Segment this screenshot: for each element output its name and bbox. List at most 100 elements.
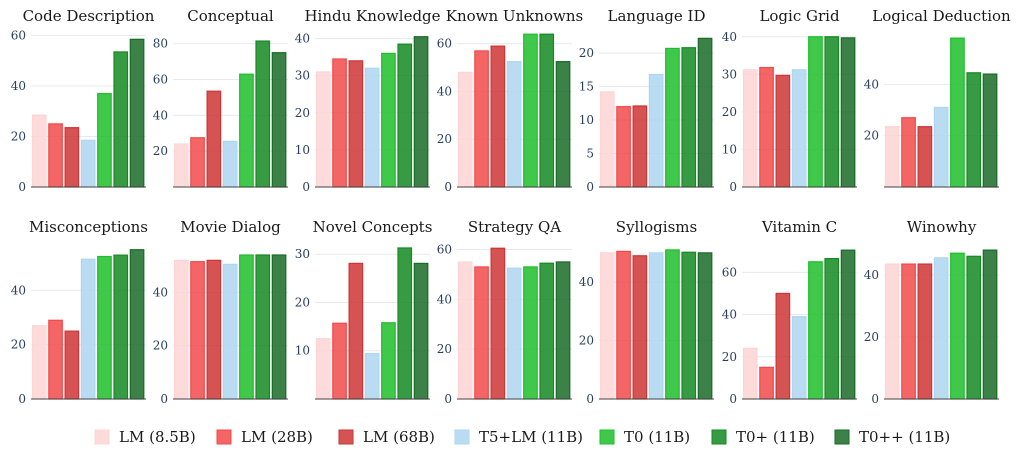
bar-lm-8-5b [31,114,47,188]
y-tick-label: 80 [153,37,168,51]
legend-swatch [599,429,615,445]
y-tick-label: 60 [153,73,168,87]
bar-t0-11b [113,254,129,400]
y-tick-label: 20 [864,330,879,344]
bar-lm-68b [206,90,222,188]
bar-lm-8-5b [31,325,47,400]
legend-swatch [216,429,232,445]
bar-lm-28b [616,106,631,188]
bar-lm-28b [190,137,205,188]
y-tick-label: 60 [722,265,737,279]
bar-t0-11b [381,322,396,400]
y-tick-label: 20 [579,46,594,60]
panel-novel-concepts: Novel Concepts 10 20 30 [295,218,432,400]
bar-t0-11b [397,43,413,188]
y-tick-label: 20 [864,129,879,143]
bar-t0-11b [840,249,856,400]
bar-t5-lm-11b [791,316,807,400]
panel-title: Winowhy [907,218,977,236]
bar-t5-lm-11b [933,106,949,188]
bar-lm-8-5b [884,263,900,400]
panel-movie-dialog: Movie Dialog 0 20 40 [153,218,288,406]
bar-t0-11b [966,255,982,400]
legend-label: LM (8.5B) [119,428,196,446]
bar-lm-8-5b [599,252,615,400]
y-tick-label: 20 [295,295,310,309]
legend-item-t0-11b: T0+ (11B) [711,428,815,446]
bar-lm-28b [48,123,63,188]
bar-t0-11b [113,51,129,188]
bar-t0-11b [665,47,680,188]
bar-lm-28b [474,266,489,400]
bar-t0-11b [840,37,856,188]
y-tick-label: 20 [722,350,737,364]
bar-lm-28b [48,319,63,400]
bar-lm-8-5b [884,126,900,188]
legend-swatch [94,429,110,445]
legend-item-t0-11b: T0 (11B) [599,428,690,446]
panel-conceptual: Conceptual 20 40 60 80 [153,7,288,188]
bar-lm-8-5b [742,347,758,400]
panel-logic-grid: Logic Grid 0 10 20 30 40 [722,7,857,194]
bar-lm-28b [332,58,347,188]
panel-winowhy: Winowhy 0 20 40 [864,218,999,406]
bar-lm-8-5b [173,143,189,188]
bar-lm-8-5b [315,338,331,400]
panel-title: Movie Dialog [180,218,281,236]
bar-lm-68b [348,60,364,188]
legend-label: T0 (11B) [624,428,690,446]
bar-lm-68b [348,262,364,400]
bar-lm-68b [632,255,648,400]
bar-t0-11b [523,33,538,188]
bar-t0-11b [255,254,271,400]
bar-lm-68b [775,292,791,400]
y-tick-label: 0 [18,392,26,406]
panel-code-description: Code Description 0 20 40 60 [11,7,155,194]
y-tick-label: 20 [153,144,168,158]
panel-title: Logic Grid [759,7,840,25]
y-tick-label: 40 [722,30,737,44]
y-tick-label: 60 [11,29,26,43]
y-tick-label: 10 [295,143,310,157]
y-tick-label: 15 [579,80,594,94]
y-tick-label: 20 [437,342,452,356]
panel-vitamin-c: Vitamin C 0 20 40 60 [722,218,857,406]
bar-lm-68b [632,105,648,188]
y-tick-label: 0 [586,392,594,406]
y-tick-label: 0 [729,392,737,406]
y-tick-label: 0 [302,180,310,194]
panel-title: Language ID [608,7,706,25]
bar-t0-11b [239,73,254,188]
y-tick-label: 40 [295,32,310,46]
y-tick-label: 40 [153,108,168,122]
bar-lm-68b [917,126,933,188]
bar-t0-11b [697,37,713,188]
y-tick-label: 40 [579,275,594,289]
legend-swatch [338,429,354,445]
bar-t0-11b [523,266,538,400]
bar-t0-11b [271,52,287,188]
panel-misconceptions: Misconceptions 0 20 40 [11,218,148,406]
bar-lm-68b [206,259,222,400]
y-tick-label: 40 [437,292,452,306]
legend-label: LM (68B) [363,428,435,446]
bar-t0-11b [681,47,697,188]
bar-t0-11b [129,38,145,188]
y-tick-label: 0 [444,392,452,406]
bar-t0-11b [271,254,287,400]
bar-t0-11b [555,261,571,400]
bar-t0-11b [950,252,965,400]
y-tick-label: 20 [437,132,452,146]
y-tick-label: 40 [864,268,879,282]
legend-label: T0++ (11B) [859,428,950,446]
bar-t5-lm-11b [648,73,664,188]
bar-t5-lm-11b [80,139,96,188]
panel-syllogisms: Syllogisms 0 20 40 [579,218,714,406]
y-tick-label: 20 [153,339,168,353]
y-tick-label: 40 [11,283,26,297]
bar-lm-8-5b [315,71,331,188]
y-tick-label: 5 [586,147,594,161]
y-tick-label: 20 [579,334,594,348]
bar-t0-11b [381,52,396,188]
